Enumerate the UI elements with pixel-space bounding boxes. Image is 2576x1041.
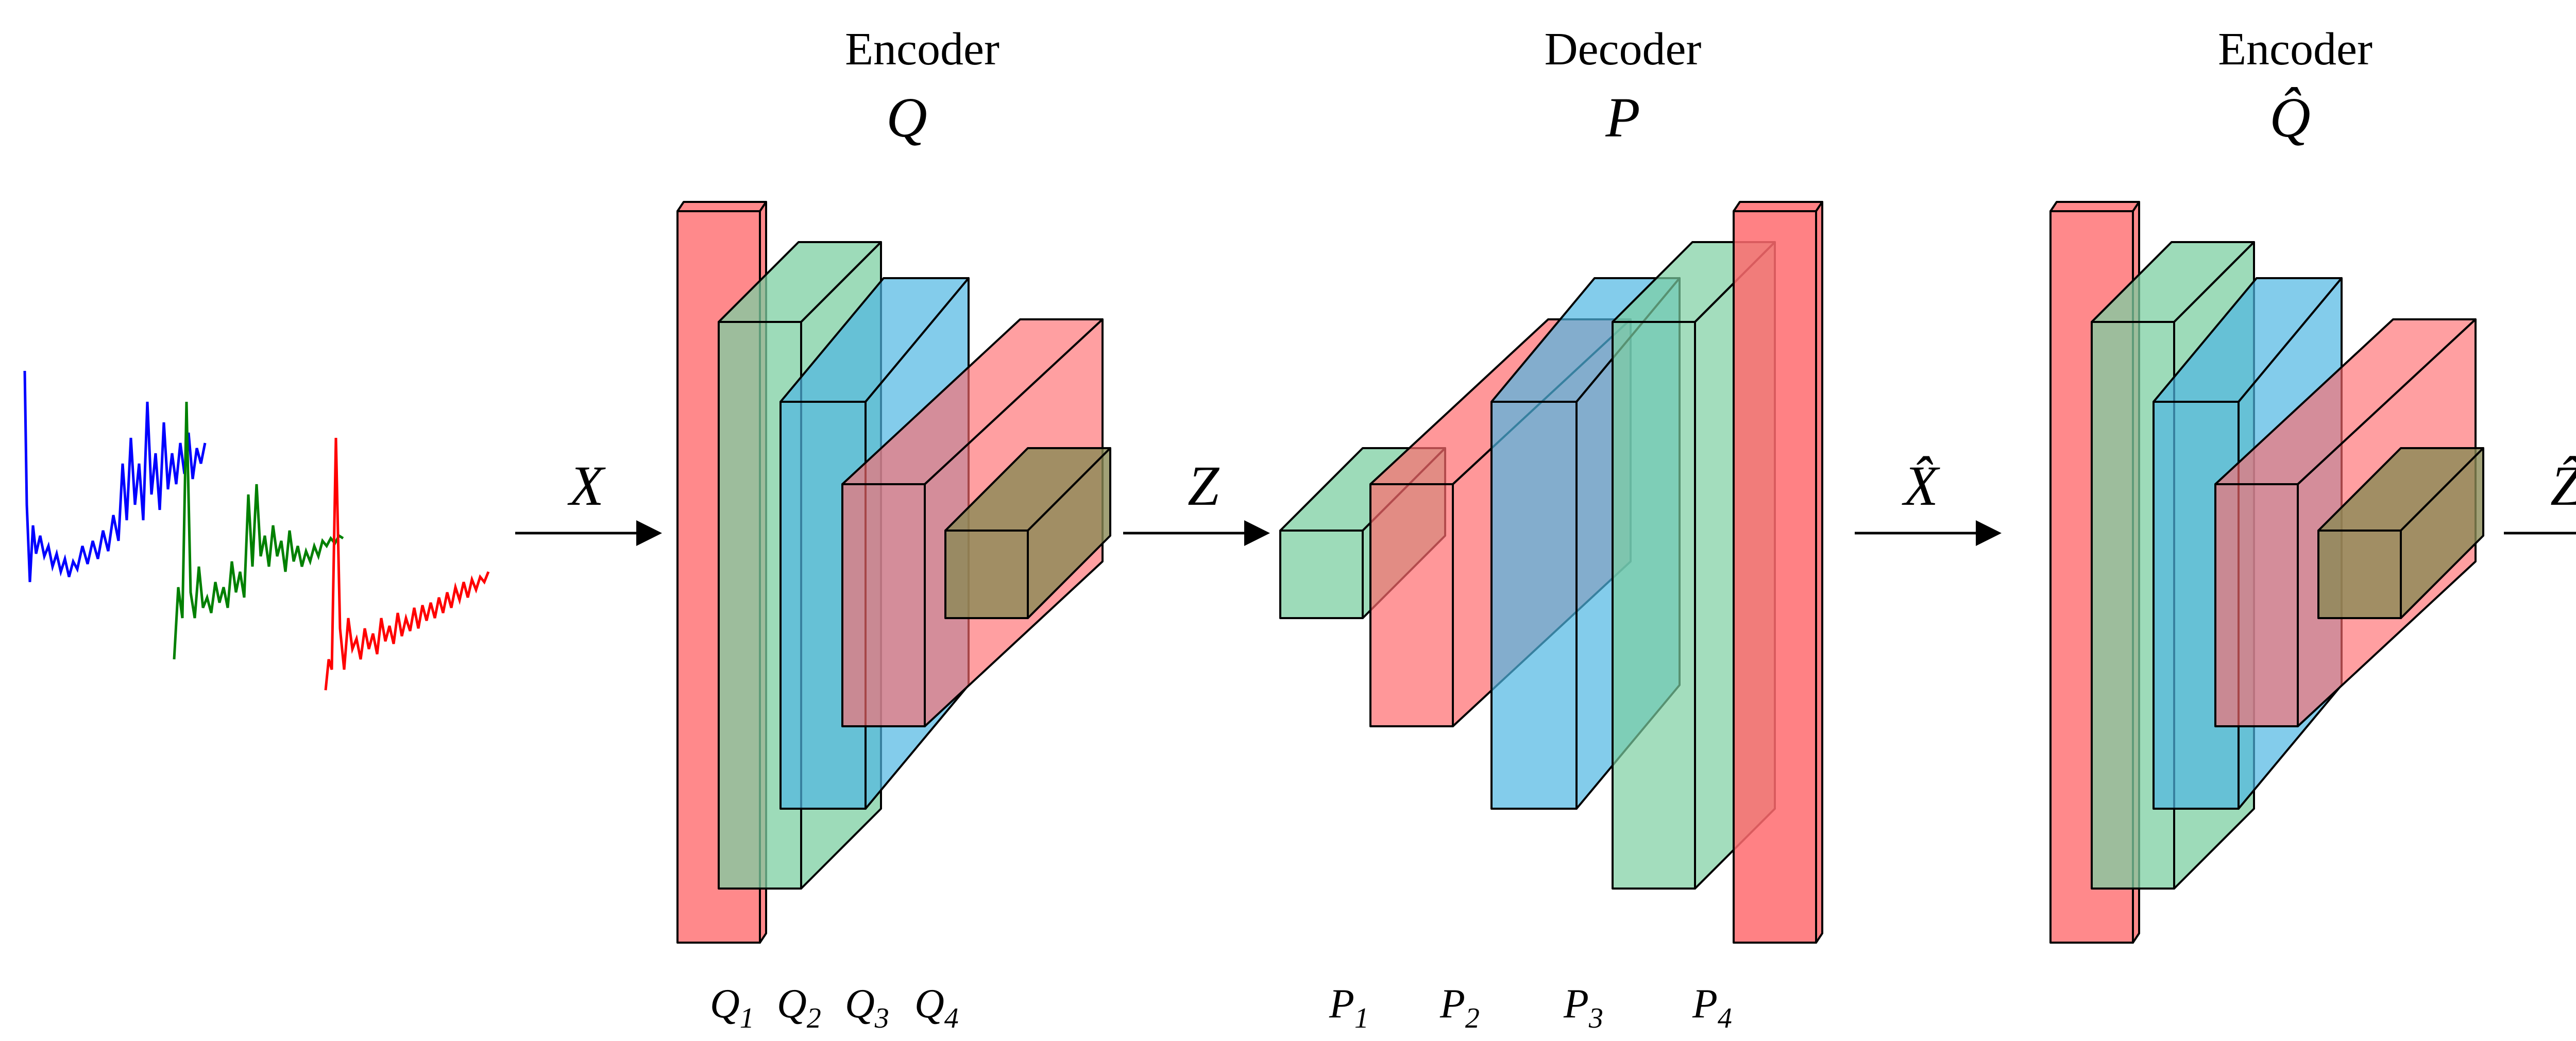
encoder-q-layers xyxy=(676,201,1111,944)
q2-label: Q2 xyxy=(777,981,821,1034)
decoder-p-layers xyxy=(1279,201,1823,944)
p4-front xyxy=(1612,321,1696,890)
label-x-hat: X̂ xyxy=(1902,454,1940,517)
p3-label: P3 xyxy=(1563,981,1603,1034)
layer-1-top xyxy=(676,201,767,212)
q4-label: Q4 xyxy=(914,981,959,1034)
p4-label: P4 xyxy=(1692,981,1732,1034)
label-x: X xyxy=(567,454,606,517)
layer-5-side xyxy=(2400,447,2484,619)
label-z: Z xyxy=(1188,454,1220,517)
p5-front xyxy=(1733,210,1817,944)
p2-label: P2 xyxy=(1439,981,1480,1034)
p1-front xyxy=(1279,530,1364,619)
p2-front xyxy=(1369,483,1454,727)
layer-5-front xyxy=(2317,530,2402,619)
symbol-encoder-right: Q̂ xyxy=(2269,86,2310,149)
signal-red xyxy=(324,437,490,691)
layer-1-top xyxy=(2049,201,2140,212)
p-layer-labels: P1 P2 P3 P4 xyxy=(1329,981,1732,1034)
symbol-decoder: P xyxy=(1605,86,1640,149)
layer-4-front xyxy=(2214,483,2299,727)
encoder-q-hat-layers xyxy=(2049,201,2484,944)
p5-side xyxy=(1815,201,1823,944)
q-layer-labels: Q1 Q2 Q3 Q4 xyxy=(710,981,959,1034)
p5-top xyxy=(1733,201,1823,212)
q1-label: Q1 xyxy=(710,981,754,1034)
title-encoder-left: Encoder xyxy=(845,24,999,75)
layer-5-front xyxy=(944,530,1029,619)
p3-front xyxy=(1490,401,1578,810)
input-signals xyxy=(23,370,490,691)
p1-label: P1 xyxy=(1329,981,1369,1034)
title-encoder-right: Encoder xyxy=(2218,24,2372,75)
layer-4-front xyxy=(841,483,926,727)
symbol-encoder-left: Q xyxy=(886,86,927,149)
signal-green xyxy=(173,401,344,660)
q3-label: Q3 xyxy=(845,981,889,1034)
title-decoder: Decoder xyxy=(1545,24,1702,75)
label-z-hat: Ẑ xyxy=(2550,454,2576,517)
layer-5-side xyxy=(1027,447,1111,619)
signal-blue xyxy=(23,370,207,583)
